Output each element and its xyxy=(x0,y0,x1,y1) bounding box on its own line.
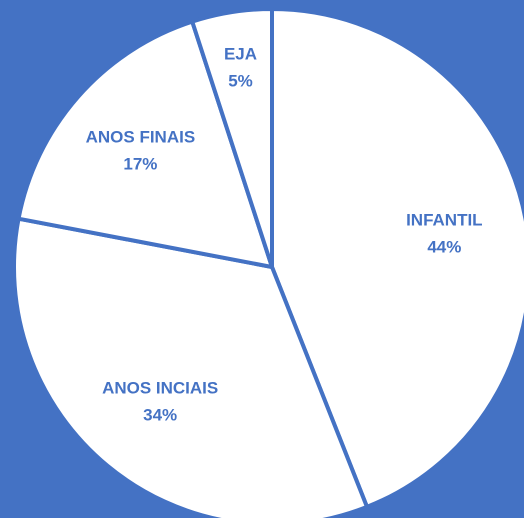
pie-slice xyxy=(190,7,274,269)
pie-slice xyxy=(16,19,274,269)
pie-slice xyxy=(12,216,369,518)
slice-value-label: 5% xyxy=(228,72,253,91)
slice-label: EJA xyxy=(224,45,257,64)
slice-label: ANOS FINAIS xyxy=(86,127,196,146)
slice-label: ANOS INCIAIS xyxy=(102,379,218,398)
slice-value-label: 17% xyxy=(123,154,157,173)
pie-slice xyxy=(270,7,524,509)
slice-value-label: 34% xyxy=(143,406,177,425)
slice-value-label: 44% xyxy=(427,238,461,257)
slice-label: INFANTIL xyxy=(406,211,483,230)
